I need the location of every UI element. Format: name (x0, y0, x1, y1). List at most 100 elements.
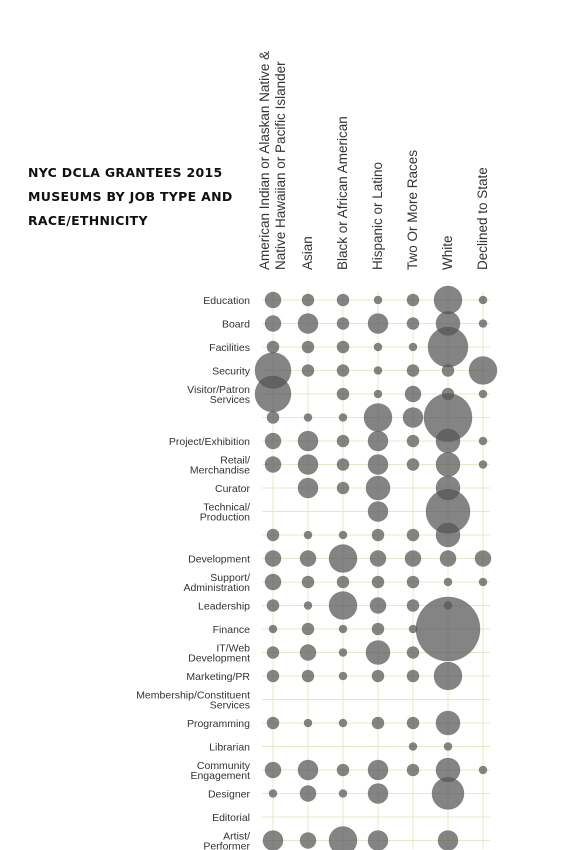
bubble (336, 763, 350, 777)
bubble (266, 716, 280, 730)
bubble (367, 759, 389, 781)
bubble (336, 481, 350, 495)
bubble (404, 385, 422, 403)
bubble (406, 763, 420, 777)
bubble (371, 528, 385, 542)
bubble (301, 669, 315, 683)
column-label: Native Hawaiian or Pacific Islander (273, 61, 288, 270)
row-label: Artist/ (223, 831, 250, 843)
bubble (365, 640, 391, 665)
row-label: Leadership (198, 601, 250, 613)
bubble (435, 710, 461, 736)
row-label: Support/ (210, 572, 250, 584)
bubble (369, 550, 387, 567)
row-label: Editorial (212, 812, 250, 824)
bubble (338, 671, 348, 681)
bubble (367, 313, 389, 334)
column-label: Asian (300, 236, 315, 270)
row-label: Performer (203, 841, 250, 850)
bubble (266, 528, 280, 542)
bubble (406, 646, 420, 659)
row-label: Marketing/PR (186, 671, 250, 683)
row-labels: Education Board Facilities Security Visitor/… (136, 295, 251, 850)
row-label: Security (212, 366, 251, 378)
row-label: IT/Web (216, 643, 250, 655)
column-label: American Indian or Alaskan Native & (257, 51, 272, 270)
bubble (408, 742, 418, 751)
row-label: Visitor/Patron (187, 384, 250, 396)
bubble (266, 669, 280, 683)
bubble (336, 434, 350, 448)
bubble (408, 342, 418, 352)
bubble (328, 591, 358, 620)
bubble (367, 454, 389, 475)
row-label: Merchandise (190, 465, 250, 477)
bubble (478, 389, 488, 399)
row-label: Services (210, 394, 250, 406)
bubble (373, 389, 383, 399)
row-label: Facilities (209, 342, 250, 354)
bubble (336, 458, 350, 471)
bubble (371, 575, 385, 589)
row-label: Finance (213, 624, 251, 636)
bubble (266, 646, 280, 659)
bubble (367, 501, 389, 522)
row-label: Services (210, 700, 250, 712)
bubble (336, 317, 350, 330)
bubble (264, 315, 282, 332)
bubble (328, 826, 358, 850)
bubble (338, 718, 348, 728)
bubble (406, 434, 420, 448)
bubble (338, 789, 348, 798)
bubble (478, 436, 488, 446)
bubble (406, 458, 420, 471)
bubble (297, 759, 319, 781)
bubble (264, 550, 282, 567)
column-label: Declined to State (475, 167, 490, 270)
bubble (264, 456, 282, 473)
bubble (365, 475, 391, 501)
bubble (373, 295, 383, 305)
bubble (371, 716, 385, 730)
bubble (266, 599, 280, 612)
bubble (406, 575, 420, 589)
row-label: Board (222, 319, 250, 331)
bubble (437, 830, 459, 850)
row-label: Community (197, 760, 251, 772)
row-label: Retail/ (220, 455, 250, 467)
bubble (338, 530, 348, 540)
bubble (266, 340, 280, 354)
bubble (301, 293, 315, 307)
bubble (443, 577, 453, 587)
row-label: Production (200, 512, 250, 524)
row-label: Membership/Constituent (136, 690, 250, 702)
column-label: Hispanic or Latino (370, 162, 385, 270)
bubble (367, 783, 389, 804)
bubble (303, 601, 313, 610)
bubble (439, 550, 457, 567)
bubble (406, 293, 420, 307)
bubble (299, 550, 317, 567)
row-label: Curator (215, 483, 251, 495)
bubble (406, 528, 420, 542)
bubble (254, 375, 292, 413)
bubble (406, 669, 420, 683)
bubble (336, 575, 350, 589)
bubble (301, 622, 315, 636)
bubble (297, 477, 319, 499)
bubble (301, 340, 315, 354)
bubble (435, 452, 461, 477)
bubble (262, 830, 284, 850)
bubble (297, 454, 319, 475)
chart-title: NYC DCLA GRANTEES 2015 MUSEUMS BY JOB TY… (28, 161, 233, 233)
bubble (406, 716, 420, 730)
bubble (367, 430, 389, 452)
bubble (371, 622, 385, 636)
bubble (303, 413, 313, 422)
bubble (264, 291, 282, 309)
bubble (373, 342, 383, 352)
chart-title-line-2: MUSEUMS BY JOB TYPE AND (28, 189, 233, 204)
bubble (338, 413, 348, 422)
row-label: Engagement (190, 770, 250, 782)
